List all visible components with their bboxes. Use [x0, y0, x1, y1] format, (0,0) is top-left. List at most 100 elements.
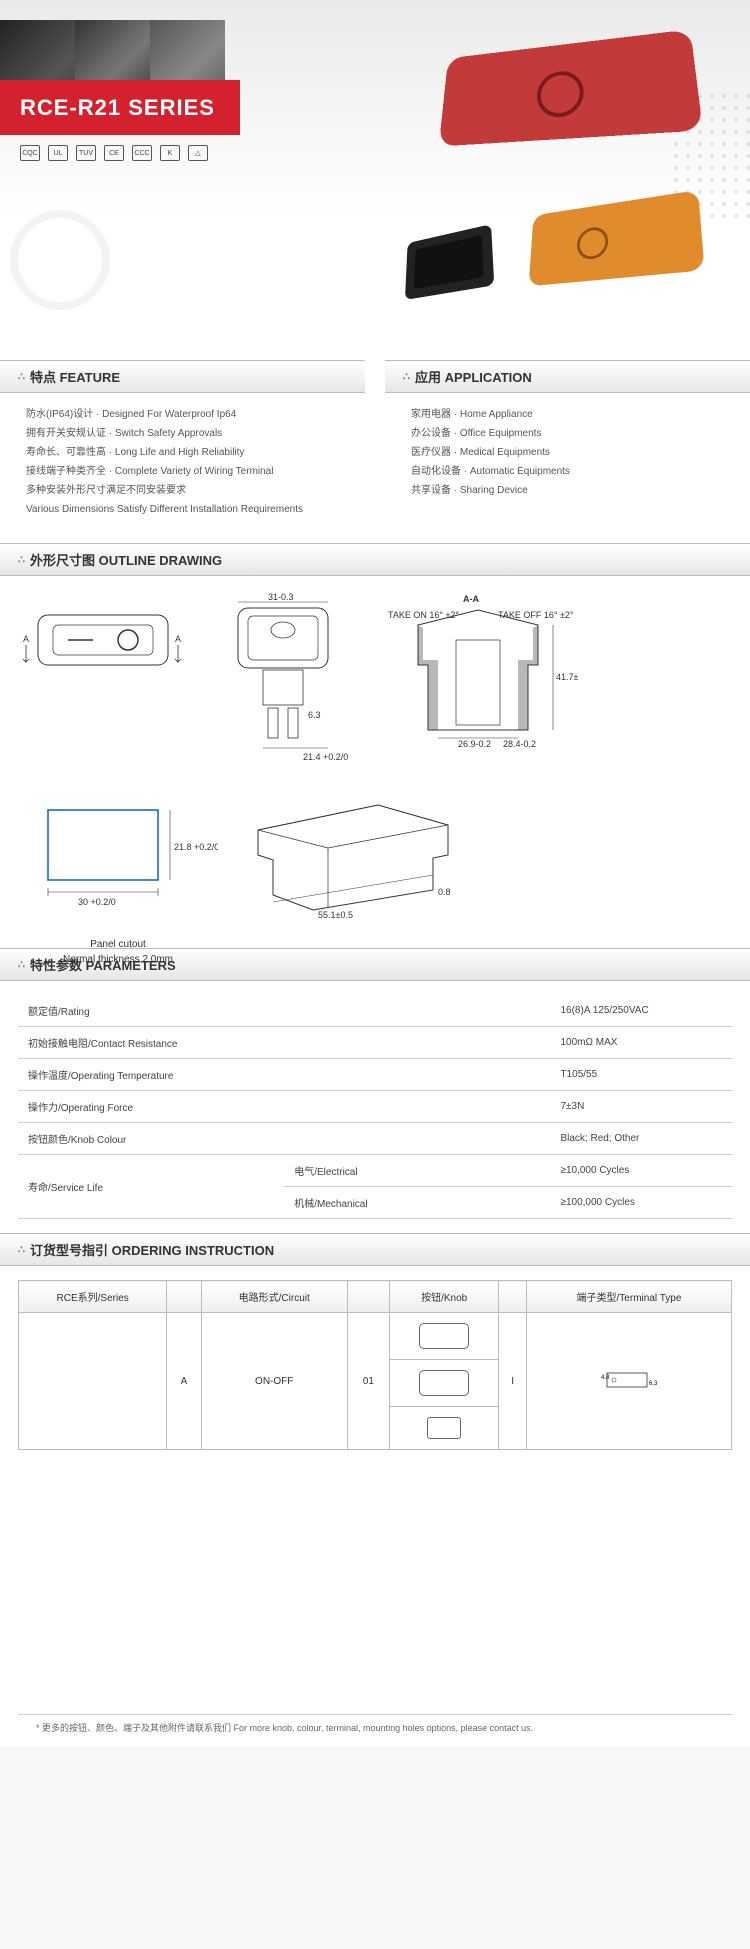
param-value: ≥10,000 Cycles — [550, 1155, 732, 1187]
feature-item: 接线端子种类齐全 · Complete Variety of Wiring Te… — [26, 462, 347, 481]
cert-icon: CCC — [132, 145, 152, 161]
features-column: ∴ 特点 FEATURE 防水(IP64)设计 · Designed For W… — [0, 360, 365, 543]
page-title: RCE-R21 SERIES — [20, 95, 215, 121]
col-series: RCE系列/Series — [19, 1281, 167, 1313]
cert-icon: CE — [104, 145, 124, 161]
product-renders — [280, 30, 730, 330]
features-heading: 特点 FEATURE — [30, 367, 120, 386]
section-header-application: ∴ 应用 APPLICATION — [385, 360, 750, 393]
col-circuit: 电路形式/Circuit — [201, 1281, 347, 1313]
dim-pin-gap: 6.3 — [308, 710, 321, 720]
drawing-top-view: 31-0.3 6.3 21.4 +0.2/0 — [208, 590, 358, 770]
table-row: 额定值/Rating 16(8)A 125/250VAC — [18, 995, 732, 1027]
dim-cutout-h: 21.8 +0.2/0 — [174, 842, 218, 852]
col-blank — [499, 1281, 526, 1313]
cell-terminal: 4.8 6.3 — [526, 1313, 731, 1450]
outline-drawing-section: A A 31-0.3 6.3 — [0, 576, 750, 948]
decorative-dots-icon: ∴ — [403, 370, 409, 383]
param-label: 按钮颜色/Knob Colour — [18, 1123, 550, 1155]
title-bar: RCE-R21 SERIES — [0, 80, 240, 135]
col-knob: 按钮/Knob — [389, 1281, 499, 1313]
feature-item: Various Dimensions Satisfy Different Ins… — [26, 500, 347, 519]
terminal-dim2: 6.3 — [649, 1381, 658, 1387]
take-on-label: TAKE ON 16° ±2° — [388, 610, 459, 620]
ghost-circle-icon — [10, 210, 110, 310]
svg-text:A: A — [175, 634, 181, 644]
application-item: 医疗仪器 · Medical Equipments — [411, 443, 732, 462]
spacer — [0, 1454, 750, 1714]
switch-black-render — [405, 224, 494, 300]
terminal-sketch-icon: 4.8 6.3 — [599, 1365, 659, 1395]
cert-icon: CQC — [20, 145, 40, 161]
param-sub: 机械/Mechanical — [284, 1187, 550, 1219]
param-label: 操作力/Operating Force — [18, 1091, 550, 1123]
hero-section: RCE-R21 SERIES CQC UL TUV CE CCC K △ — [0, 0, 750, 360]
certification-row: CQC UL TUV CE CCC K △ — [20, 145, 208, 161]
dim-inner-w2: 28.4-0.2 — [503, 739, 536, 749]
table-header-row: RCE系列/Series 电路形式/Circuit 按钮/Knob 端子类型/T… — [19, 1281, 732, 1313]
param-label: 初始接触电阻/Contact Resistance — [18, 1027, 550, 1059]
application-item: 办公设备 · Office Equipments — [411, 424, 732, 443]
decorative-dots-icon: ∴ — [18, 553, 24, 566]
param-value: T105/55 — [550, 1059, 732, 1091]
param-label: 寿命/Service Life — [18, 1155, 284, 1219]
knob-sketch-icon — [419, 1370, 469, 1396]
cell-code-01: 01 — [347, 1313, 389, 1450]
param-label: 额定值/Rating — [18, 995, 550, 1027]
section-header-outline: ∴ 外形尺寸图 OUTLINE DRAWING — [0, 543, 750, 576]
col-blank — [167, 1281, 201, 1313]
feature-item: 防水(IP64)设计 · Designed For Waterproof Ip6… — [26, 405, 347, 424]
param-value: 100mΩ MAX — [550, 1027, 732, 1059]
param-value: 7±3N — [550, 1091, 732, 1123]
application-heading: 应用 APPLICATION — [415, 367, 532, 386]
ordering-heading: 订货型号指引 ORDERING INSTRUCTION — [30, 1240, 274, 1259]
decorative-dots-icon: ∴ — [18, 370, 24, 383]
section-header-ordering: ∴ 订货型号指引 ORDERING INSTRUCTION — [0, 1233, 750, 1266]
param-value: 16(8)A 125/250VAC — [550, 995, 732, 1027]
cell-knob-sketch — [389, 1407, 499, 1450]
ghost-appliance — [0, 180, 180, 320]
knob-sketch-icon — [427, 1417, 461, 1439]
table-row: 操作力/Operating Force 7±3N — [18, 1091, 732, 1123]
param-value: Black; Red; Other — [550, 1123, 732, 1155]
drawing-section-aa: A-A TAKE ON 16° ±2° TAKE OFF 16° ±2° 41.… — [378, 590, 578, 750]
param-value: ≥100,000 Cycles — [550, 1187, 732, 1219]
section-header-feature: ∴ 特点 FEATURE — [0, 360, 365, 393]
cert-icon: K — [160, 145, 180, 161]
cell-series — [19, 1313, 167, 1450]
feature-list: 防水(IP64)设计 · Designed For Waterproof Ip6… — [0, 405, 365, 543]
switch-red-render — [439, 29, 703, 146]
ordering-table: RCE系列/Series 电路形式/Circuit 按钮/Knob 端子类型/T… — [18, 1280, 732, 1450]
param-label: 操作温度/Operating Temperature — [18, 1059, 550, 1091]
cell-knob-sketch — [389, 1313, 499, 1360]
dim-width-top: 31-0.3 — [268, 592, 294, 602]
table-row: 初始接触电阻/Contact Resistance 100mΩ MAX — [18, 1027, 732, 1059]
table-row: A ON-OFF 01 I 4.8 6.3 — [19, 1313, 732, 1360]
knob-sketch-icon — [419, 1323, 469, 1349]
parameters-table: 额定值/Rating 16(8)A 125/250VAC 初始接触电阻/Cont… — [18, 995, 732, 1219]
features-application-row: ∴ 特点 FEATURE 防水(IP64)设计 · Designed For W… — [0, 360, 750, 543]
application-item: 共享设备 · Sharing Device — [411, 481, 732, 500]
section-header-parameters: ∴ 特性参数 PARAMETERS — [0, 948, 750, 981]
feature-item: 寿命长、可靠性高 · Long Life and High Reliabilit… — [26, 443, 347, 462]
outline-heading: 外形尺寸图 OUTLINE DRAWING — [30, 550, 222, 569]
application-item: 自动化设备 · Automatic Equipments — [411, 462, 732, 481]
cell-code-a: A — [167, 1313, 201, 1450]
feature-item: 多种安装外形尺寸满足不同安装要求 — [26, 481, 347, 500]
decorative-dots-icon: ∴ — [18, 1243, 24, 1256]
cert-icon: UL — [48, 145, 68, 161]
cutout-label: Panel cutout — [18, 939, 218, 950]
table-row: 寿命/Service Life 电气/Electrical ≥10,000 Cy… — [18, 1155, 732, 1187]
cell-knob-sketch — [389, 1360, 499, 1407]
table-row: 按钮颜色/Knob Colour Black; Red; Other — [18, 1123, 732, 1155]
dim-iso-len: 55.1±0.5 — [318, 910, 353, 920]
cell-code-i: I — [499, 1313, 526, 1450]
dim-inner-w1: 26.9-0.2 — [458, 739, 491, 749]
application-column: ∴ 应用 APPLICATION 家用电器 · Home Appliance 办… — [385, 360, 750, 543]
parameters-heading: 特性参数 PARAMETERS — [30, 955, 176, 974]
col-blank — [347, 1281, 389, 1313]
drawing-front-view: A A — [18, 590, 188, 690]
cell-circuit: ON-OFF — [201, 1313, 347, 1450]
drawing-panel-cutout: 30 +0.2/0 21.8 +0.2/0 Panel cutout Norma… — [18, 790, 218, 930]
take-off-label: TAKE OFF 16° ±2° — [498, 610, 574, 620]
